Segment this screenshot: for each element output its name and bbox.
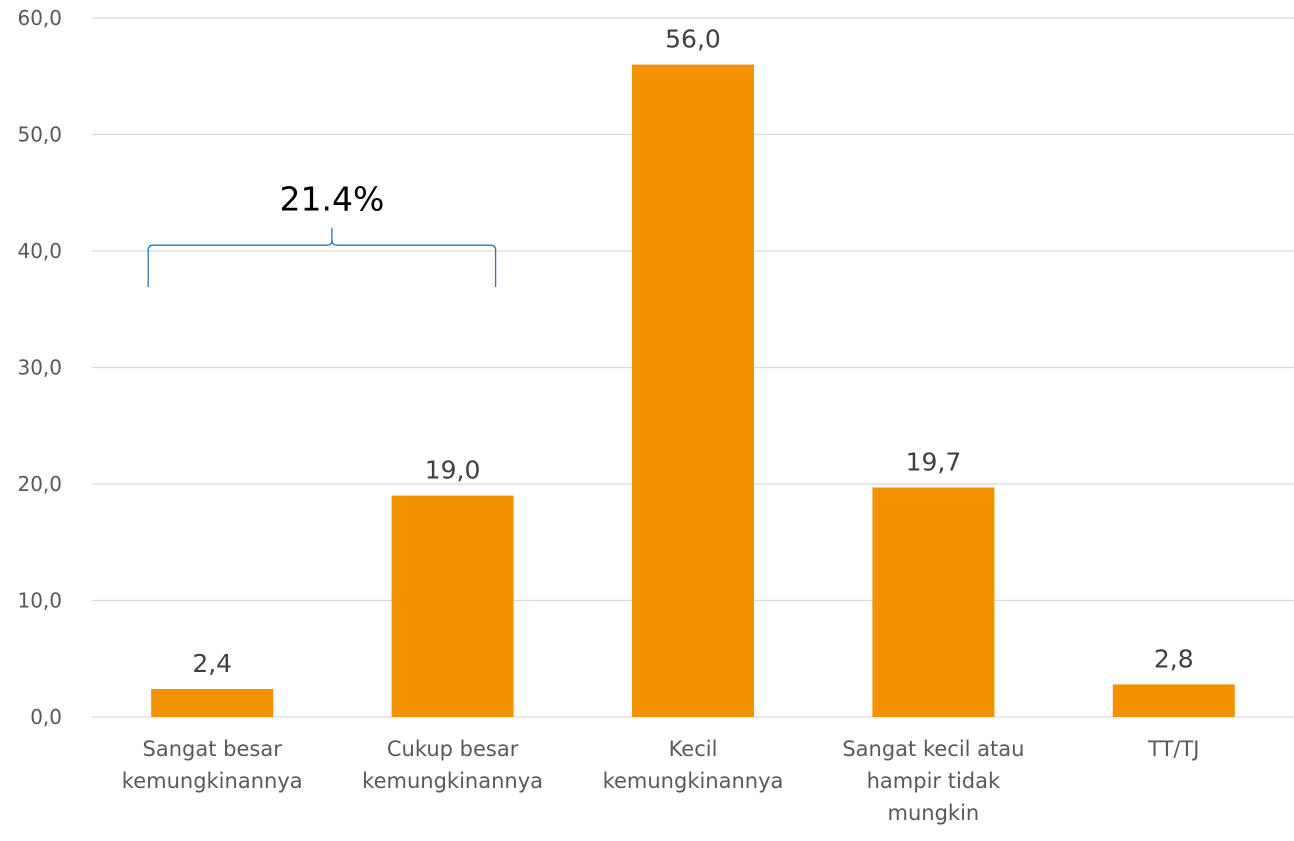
y-axis-tick-labels: 0,0 10,0 20,0 30,0 40,0 50,0 60,0: [17, 6, 62, 729]
data-label: 19,0: [425, 456, 481, 485]
x-category-label: Sangat kecil atau: [842, 737, 1024, 761]
x-category-label: Sangat besar: [143, 737, 283, 761]
x-category-label: TT/TJ: [1147, 737, 1199, 761]
bar: [872, 487, 995, 717]
y-tick-label: 50,0: [17, 123, 62, 147]
data-labels: 2,4 19,0 56,0 19,7 2,8: [192, 25, 1193, 678]
x-category-label: Cukup besar: [387, 737, 519, 761]
data-label: 2,8: [1154, 644, 1194, 673]
x-category-label: kemungkinannya: [603, 769, 784, 793]
x-category-label: kemungkinannya: [122, 769, 303, 793]
x-category-label: hampir tidak: [867, 769, 1001, 793]
curly-bracket: [147, 227, 497, 287]
bar: [1112, 684, 1235, 717]
annotation-label: 21.4%: [279, 180, 384, 219]
bar: [151, 689, 274, 717]
data-label: 56,0: [665, 25, 721, 54]
bar: [632, 64, 754, 718]
data-label: 2,4: [192, 649, 232, 678]
bars: [151, 64, 1235, 718]
y-tick-label: 60,0: [17, 6, 62, 30]
y-tick-label: 30,0: [17, 356, 62, 380]
y-tick-label: 0,0: [30, 705, 62, 729]
data-label: 19,7: [906, 447, 962, 476]
x-category-label: kemungkinannya: [362, 769, 543, 793]
bracket-annotation: 21.4%: [147, 180, 497, 287]
x-axis-category-labels: Sangat besar kemungkinannya Cukup besar kem…: [122, 737, 1200, 825]
x-category-label: mungkin: [888, 801, 980, 825]
y-tick-label: 10,0: [17, 589, 62, 613]
y-tick-label: 40,0: [17, 239, 62, 263]
bar: [391, 495, 514, 717]
x-category-label: Kecil: [669, 737, 718, 761]
y-tick-label: 20,0: [17, 472, 62, 496]
